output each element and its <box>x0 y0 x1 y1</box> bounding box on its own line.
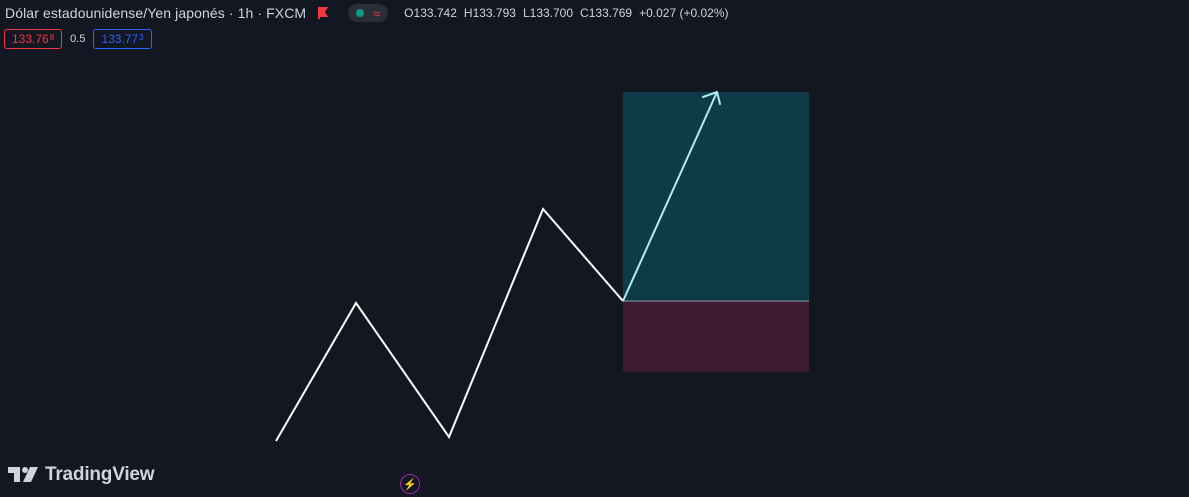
market-status-pill[interactable]: ≈ <box>348 4 389 22</box>
logo-text: TradingView <box>45 464 155 485</box>
symbol-title[interactable]: Dólar estadounidense/Yen japonés · 1h · … <box>5 5 307 21</box>
ohlc-values: O133.742 H133.793 L133.700 C133.769 +0.0… <box>404 6 728 20</box>
zigzag-pattern-line[interactable] <box>275 207 624 442</box>
quote-row: 133.76 8 0.5 133.77 3 <box>4 29 152 49</box>
sell-price-pip: 8 <box>49 32 55 42</box>
target-arrow-line[interactable] <box>622 91 718 302</box>
tradingview-logo-icon <box>8 467 38 482</box>
profit-target-zone[interactable] <box>623 92 809 301</box>
open-value: O133.742 <box>404 6 457 20</box>
change-value: +0.027 (+0.02%) <box>639 6 729 20</box>
buy-button[interactable]: 133.77 3 <box>93 29 152 49</box>
stop-loss-zone[interactable] <box>623 301 809 372</box>
market-open-dot-icon <box>355 9 364 17</box>
tradingview-logo[interactable]: TradingView <box>8 464 155 486</box>
lightning-bolt-button[interactable]: ⚡ <box>400 474 420 494</box>
sell-price: 133.76 <box>12 32 49 46</box>
wave-icon: ≈ <box>373 5 381 21</box>
sell-button[interactable]: 133.76 8 <box>4 29 63 49</box>
spread-value: 0.5 <box>70 33 86 45</box>
close-value: C133.769 <box>580 6 633 20</box>
buy-price-pip: 3 <box>139 32 144 42</box>
arrow-head-icon <box>702 91 721 105</box>
lightning-bolt-icon: ⚡ <box>403 478 417 491</box>
legend-header: Dólar estadounidense/Yen japonés · 1h · … <box>5 3 729 23</box>
low-value: L133.700 <box>522 6 574 20</box>
flag-icon[interactable] <box>317 7 329 19</box>
buy-price: 133.77 <box>101 32 139 46</box>
high-value: H133.793 <box>463 6 516 20</box>
